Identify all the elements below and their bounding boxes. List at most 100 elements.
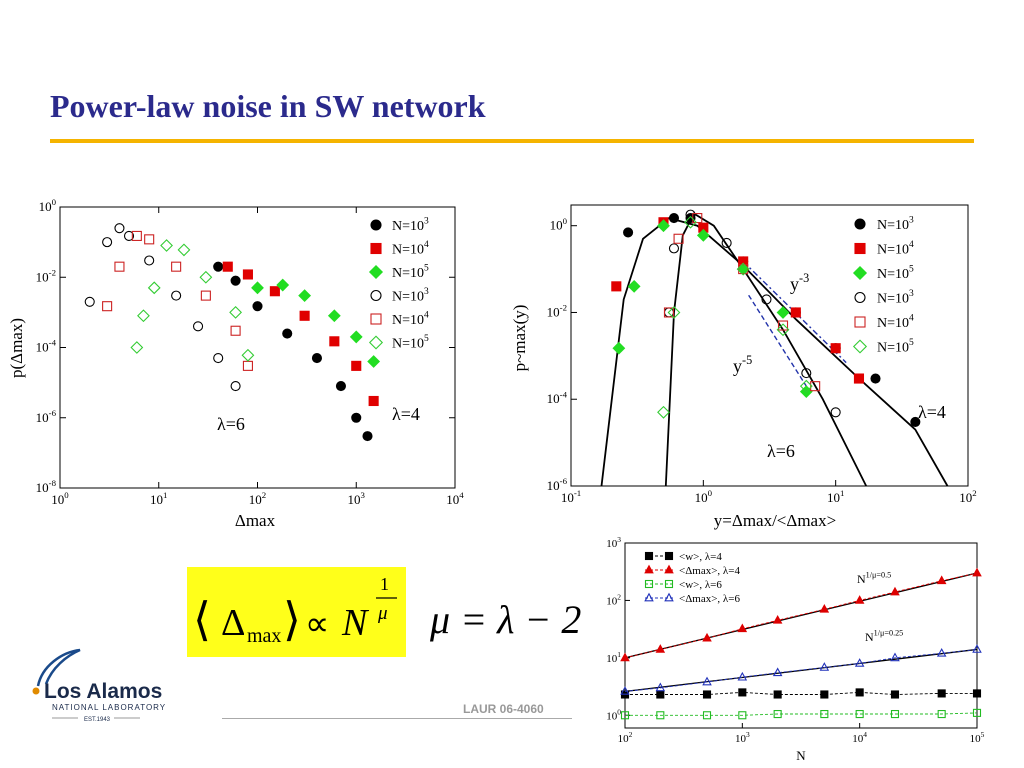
series-5 xyxy=(130,239,255,362)
data-point xyxy=(799,379,813,393)
data-point xyxy=(222,261,233,272)
data-point xyxy=(144,234,155,245)
data-point xyxy=(627,279,641,293)
data-point xyxy=(657,405,670,419)
data-point xyxy=(936,647,947,657)
data-point xyxy=(623,227,634,238)
formula-delta: Δ xyxy=(221,602,245,644)
data-point xyxy=(276,278,290,292)
data-point xyxy=(171,261,182,272)
data-point xyxy=(199,270,213,284)
x-axis-title: N xyxy=(796,748,806,763)
data-point xyxy=(853,373,865,384)
data-point xyxy=(241,348,255,362)
data-point xyxy=(252,301,263,312)
legend-marker xyxy=(854,316,866,328)
x-tick-label: 100 xyxy=(695,488,713,505)
data-point xyxy=(937,689,946,698)
data-point xyxy=(137,309,150,323)
data-point xyxy=(667,306,681,319)
legend-label: N=103 xyxy=(392,287,429,304)
data-point xyxy=(854,658,865,667)
fit-curve-lambda4 xyxy=(600,217,949,487)
series-3 xyxy=(620,644,982,695)
data-point xyxy=(351,412,362,423)
data-point xyxy=(192,321,204,332)
x-tick-label: 102 xyxy=(618,730,633,745)
data-point xyxy=(738,711,747,720)
data-point xyxy=(230,275,241,286)
data-point xyxy=(937,709,946,719)
data-point xyxy=(200,290,211,301)
data-point xyxy=(368,395,379,407)
series-2 xyxy=(612,219,813,398)
data-point xyxy=(242,269,253,280)
data-point xyxy=(213,353,224,364)
y-tick-label: 100 xyxy=(550,216,568,233)
annotation-lambda4: λ=4 xyxy=(392,404,420,424)
data-point xyxy=(329,336,340,347)
legend-label: <w>, λ=4 xyxy=(679,551,722,563)
x-tick-label: 103 xyxy=(348,490,366,507)
data-point xyxy=(830,407,841,418)
data-point xyxy=(620,686,630,695)
data-point xyxy=(656,711,665,720)
data-point xyxy=(367,355,381,368)
y-tick-label: 102 xyxy=(606,592,621,607)
formula-exp-num: 1 xyxy=(380,574,389,594)
data-point xyxy=(890,586,900,596)
data-point xyxy=(801,368,812,379)
data-point xyxy=(890,709,900,719)
los-alamos-logo: Los Alamos NATIONAL LABORATORY EST.1943 xyxy=(32,648,165,723)
title-underline xyxy=(50,139,974,143)
legend-label: <Δmax>, λ=6 xyxy=(679,593,740,605)
data-point xyxy=(936,575,947,585)
legend-marker xyxy=(854,291,866,304)
data-point xyxy=(772,667,783,677)
formula-base: N xyxy=(341,602,370,644)
legend-marker xyxy=(644,579,654,589)
y-tick-label: 10-2 xyxy=(547,303,567,320)
series-2 xyxy=(620,708,982,720)
y-tick-label: 10-4 xyxy=(547,389,568,406)
x-tick-label: 10-1 xyxy=(561,488,581,505)
data-point xyxy=(102,301,113,312)
x-tick-label: 102 xyxy=(249,490,266,507)
data-point xyxy=(855,688,864,697)
data-point xyxy=(251,281,264,295)
y-tick-label: 103 xyxy=(606,535,621,550)
annotation-y-5: y-5 xyxy=(733,353,752,376)
data-point xyxy=(737,671,748,681)
logo-name: Los Alamos xyxy=(44,680,162,703)
data-point xyxy=(696,228,710,242)
formula-sub: max xyxy=(247,625,281,647)
legend-label: N=104 xyxy=(877,314,914,331)
legend-marker xyxy=(854,242,866,255)
data-point xyxy=(327,309,341,323)
data-point xyxy=(890,690,900,699)
data-point xyxy=(84,296,95,307)
y-tick-label: 100 xyxy=(606,707,621,722)
data-point xyxy=(299,310,310,321)
legend-marker xyxy=(664,592,674,602)
data-point xyxy=(351,360,362,371)
formula-left-bracket: ⟨ xyxy=(193,594,211,645)
annotation-lambda4: λ=4 xyxy=(918,402,946,422)
data-point xyxy=(177,243,191,257)
data-point xyxy=(738,688,747,697)
x-tick-label: 101 xyxy=(150,490,167,507)
annotation-slope-0.25: N1/μ=0.25 xyxy=(865,629,903,644)
legend-label: <Δmax>, λ=4 xyxy=(679,565,740,577)
data-point xyxy=(773,690,782,699)
data-point xyxy=(972,567,982,577)
x-tick-label: 100 xyxy=(51,490,69,507)
formula-exp-den: μ xyxy=(377,603,388,624)
y-axis-title: p(Δmax) xyxy=(7,318,26,378)
y-tick-label: 10-8 xyxy=(36,478,57,495)
legend-label: N=104 xyxy=(877,240,914,257)
data-point xyxy=(131,230,142,241)
legend-label: N=103 xyxy=(877,289,914,306)
x-tick-label: 104 xyxy=(446,490,464,507)
y-tick-label: 10-6 xyxy=(36,408,57,425)
data-point xyxy=(144,255,155,266)
